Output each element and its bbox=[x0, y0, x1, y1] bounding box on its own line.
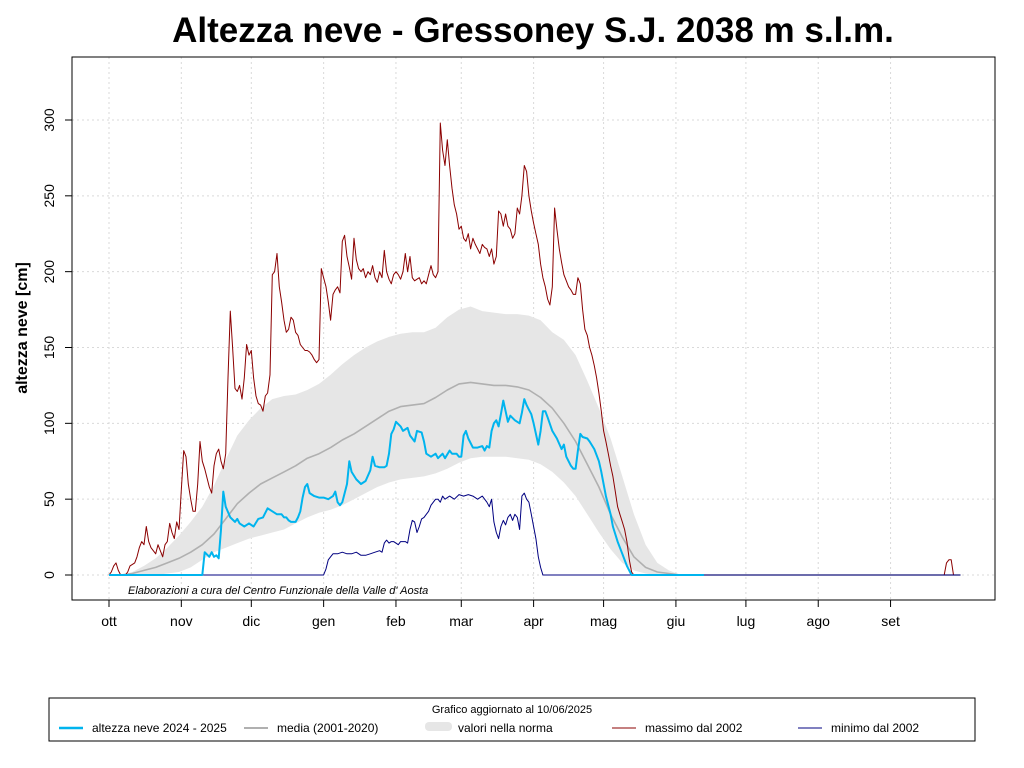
x-tick-label-gen: gen bbox=[312, 613, 335, 629]
legend: Grafico aggiornato al 10/06/2025 altezza… bbox=[48, 697, 976, 742]
series-line-current bbox=[109, 398, 704, 576]
series-line-massimo bbox=[108, 122, 961, 576]
legend-label-norma: valori nella norma bbox=[458, 721, 553, 735]
chart-title: Altezza neve - Gressoney S.J. 2038 m s.l… bbox=[172, 11, 894, 50]
legend-label-minimo: minimo dal 2002 bbox=[831, 721, 919, 735]
legend-swatch-norma bbox=[425, 722, 452, 731]
legend-label-media: media (2001-2020) bbox=[277, 721, 378, 735]
legend-label-current: altezza neve 2024 - 2025 bbox=[92, 721, 227, 735]
x-tick-label-set: set bbox=[881, 613, 900, 629]
y-tick-label: 50 bbox=[41, 491, 57, 507]
norm-band bbox=[109, 306, 961, 575]
x-tick-label-ago: ago bbox=[807, 613, 831, 629]
y-tick-label: 300 bbox=[41, 108, 57, 132]
x-tick-label-dic: dic bbox=[242, 613, 260, 629]
y-tick-label: 200 bbox=[41, 260, 57, 284]
y-axis: 0 50 100 150 200 250 300 bbox=[41, 108, 72, 579]
x-tick-label-ott: ott bbox=[101, 613, 117, 629]
x-tick-label-mar: mar bbox=[449, 613, 473, 629]
legend-title: Grafico aggiornato al 10/06/2025 bbox=[432, 704, 592, 716]
x-axis: ott nov dic gen feb mar apr mag giu lug ago set bbox=[101, 599, 900, 629]
x-tick-label-feb: feb bbox=[386, 613, 406, 629]
series-lines bbox=[108, 122, 961, 576]
y-tick-label: 100 bbox=[41, 411, 57, 435]
x-tick-label-lug: lug bbox=[737, 613, 756, 629]
x-tick-label-giu: giu bbox=[667, 613, 686, 629]
x-tick-label-nov: nov bbox=[170, 613, 193, 629]
x-tick-label-mag: mag bbox=[590, 613, 617, 629]
y-tick-label: 150 bbox=[41, 336, 57, 360]
y-axis-label: altezza neve [cm] bbox=[14, 262, 31, 394]
series-line-media bbox=[109, 381, 961, 576]
legend-box bbox=[48, 697, 976, 742]
norm-band-area bbox=[109, 306, 961, 575]
series-line-minimo bbox=[109, 492, 961, 576]
credit-note: Elaborazioni a cura del Centro Funzional… bbox=[128, 585, 428, 597]
legend-label-massimo: massimo dal 2002 bbox=[645, 721, 743, 735]
x-tick-label-apr: apr bbox=[523, 613, 544, 629]
y-tick-label: 0 bbox=[41, 571, 57, 579]
y-tick-label: 250 bbox=[41, 184, 57, 208]
